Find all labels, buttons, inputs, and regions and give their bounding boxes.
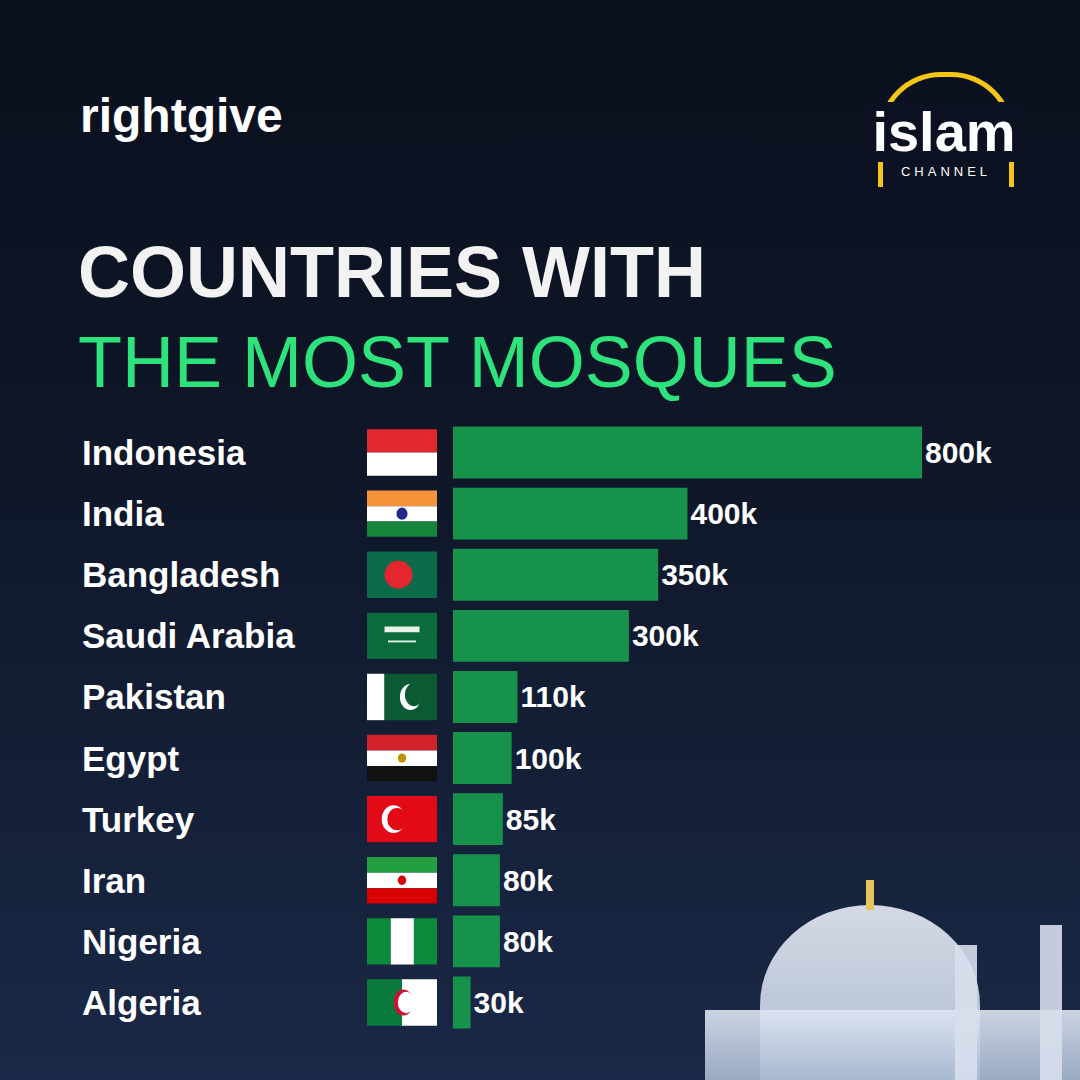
html-text:CHANNEL: CHANNEL	[900, 164, 992, 179]
html-text:islam: islam	[872, 100, 1016, 163]
svg-text:Indonesia: Indonesia	[82, 433, 246, 472]
svg-text:80k: 80k	[503, 925, 553, 958]
svg-text:30k: 30k	[474, 986, 524, 1019]
svg-text:110k: 110k	[520, 680, 585, 713]
svg-text:Iran: Iran	[82, 861, 146, 900]
svg-text:85k: 85k	[506, 803, 556, 836]
html-text:rightgive: rightgive	[80, 89, 283, 142]
svg-text:Egypt: Egypt	[82, 739, 180, 778]
svg-text:Pakistan: Pakistan	[82, 677, 226, 716]
svg-text:80k: 80k	[503, 864, 553, 897]
svg-text:India: India	[82, 494, 164, 533]
html-text:THE MOST MOSQUES: THE MOST MOSQUES	[78, 322, 837, 402]
svg-text:300k: 300k	[632, 619, 699, 652]
svg-text:400k: 400k	[691, 497, 758, 530]
svg-text:350k: 350k	[661, 558, 728, 591]
svg-text:800k: 800k	[925, 436, 992, 469]
svg-text:100k: 100k	[515, 742, 582, 775]
svg-text:Turkey: Turkey	[82, 800, 195, 839]
svg-text:Nigeria: Nigeria	[82, 922, 201, 961]
svg-text:Algeria: Algeria	[82, 983, 201, 1022]
svg-text:Bangladesh: Bangladesh	[82, 555, 280, 594]
svg-text:Saudi Arabia: Saudi Arabia	[82, 616, 295, 655]
html-text:COUNTRIES WITH: COUNTRIES WITH	[78, 232, 706, 312]
